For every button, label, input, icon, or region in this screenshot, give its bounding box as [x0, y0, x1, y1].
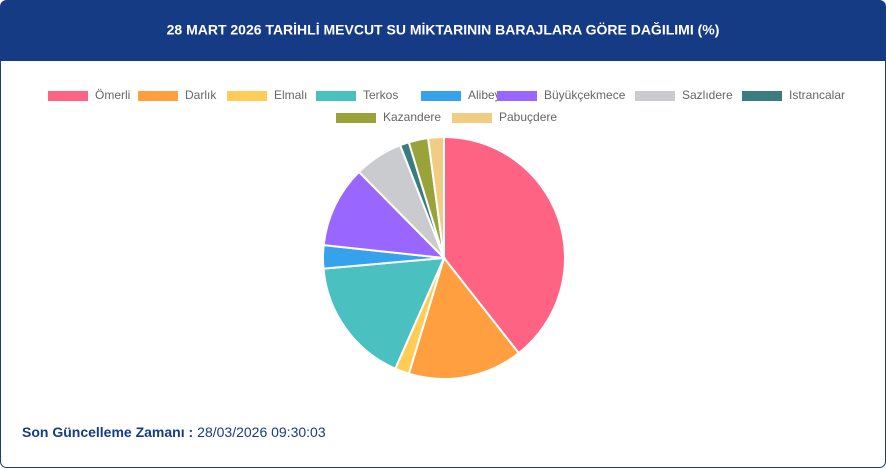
legend-swatch [316, 91, 356, 101]
pie-slice [322, 170, 447, 260]
legend-label: Ömerli [95, 88, 130, 102]
legend-swatch [635, 91, 675, 101]
legend-swatch [742, 91, 782, 101]
legend-label: Darlık [185, 88, 217, 102]
chart-title: 28 MART 2026 TARİHLİ MEVCUT SU MİKTARINI… [167, 21, 720, 38]
legend-label: Terkos [363, 88, 398, 102]
legend-label: Sazlıdere [682, 88, 733, 102]
legend-label: Istrancalar [789, 88, 845, 102]
legend-label: Alibey [468, 88, 501, 102]
legend-swatch [452, 113, 492, 123]
legend-swatch [421, 91, 461, 101]
pie-slice [426, 135, 445, 259]
pie-slice [322, 256, 446, 371]
footer-value: 28/03/2026 09:30:03 [197, 424, 326, 440]
pie-slice [443, 135, 566, 355]
legend-swatch [336, 113, 376, 123]
legend-label: Elmalı [274, 88, 307, 102]
pie-slice [407, 255, 521, 380]
legend-swatch [138, 91, 178, 101]
legend-label: Kazandere [383, 110, 441, 124]
legend-label: Büyükçekmece [544, 88, 626, 102]
legend-label: Pabuçdere [499, 110, 557, 124]
legend-swatch [48, 91, 88, 101]
legend-swatch [227, 91, 267, 101]
legend-swatch [497, 91, 537, 101]
header-band [0, 0, 886, 61]
footer: Son Güncelleme Zamanı :28/03/2026 09:30:… [22, 424, 326, 440]
footer-label: Son Güncelleme Zamanı : [22, 424, 193, 440]
